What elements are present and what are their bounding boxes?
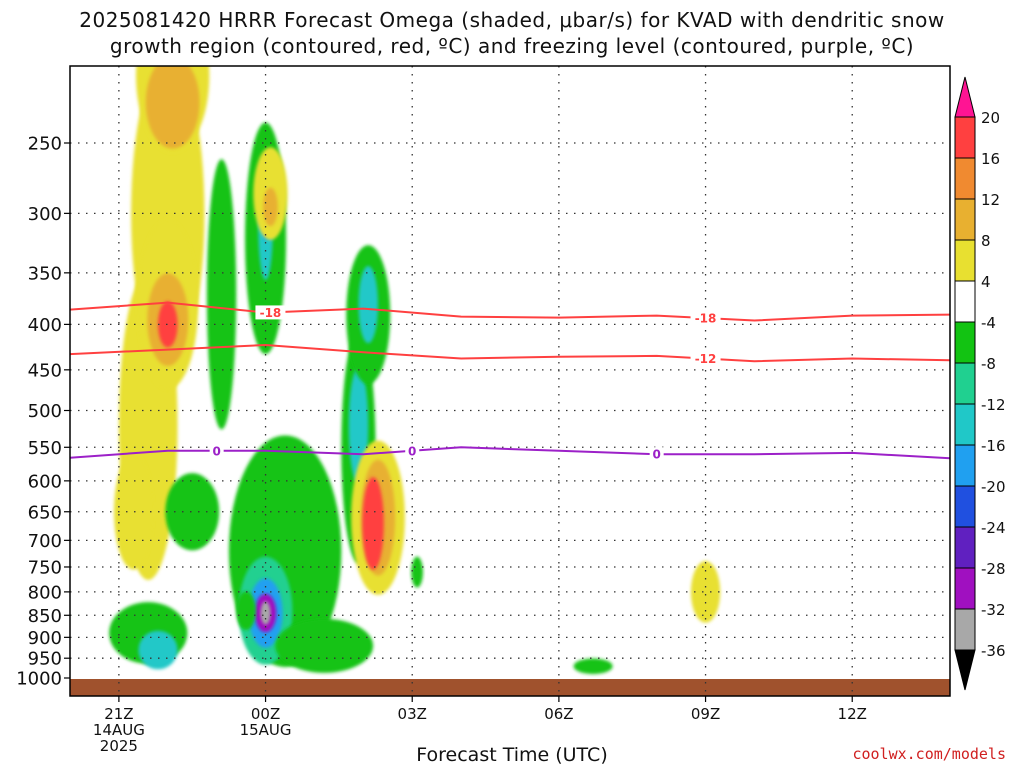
x-tick-label: 00Z — [251, 705, 280, 723]
colorbar-band-1 — [954, 157, 976, 200]
y-tick-label: 500 — [28, 401, 62, 422]
colorbar-band-11 — [954, 567, 976, 610]
chart-title-line-1: 2025081420 HRRR Forecast Omega (shaded, … — [79, 8, 945, 32]
colorbar-band-3 — [954, 239, 976, 282]
colorbar-band-4 — [954, 280, 976, 323]
terrain-strip — [70, 679, 950, 696]
contour-label: 0 — [652, 448, 660, 462]
colorbar-band-9 — [954, 485, 976, 528]
x-axis-label: Forecast Time (UTC) — [416, 744, 608, 766]
omega-blob-32 — [573, 658, 613, 674]
y-tick-label: 1000 — [16, 669, 62, 690]
y-tick-label: 900 — [28, 628, 62, 649]
y-tick-label: 850 — [28, 606, 62, 627]
y-tick-label: 450 — [28, 360, 62, 381]
colorbar-label: -12 — [981, 396, 1006, 414]
y-tick-label: 550 — [28, 438, 62, 459]
colorbar-band-12 — [954, 608, 976, 651]
x-tick-year: 2025 — [100, 737, 138, 755]
contour-label-bg — [209, 443, 224, 458]
omega-blob-18 — [138, 630, 178, 670]
contour-label-bg — [649, 447, 664, 462]
omega-blob-16 — [260, 601, 271, 625]
y-tick-label: 600 — [28, 471, 62, 492]
colorbar-label: 20 — [981, 109, 1000, 127]
chart-title-line-2: growth region (contoured, red, ºC) and f… — [109, 34, 915, 58]
colorbar-label: -8 — [981, 355, 996, 373]
watermark: coolwx.com/models — [852, 745, 1006, 763]
colorbar-label: -20 — [981, 478, 1006, 496]
colorbar-label: 4 — [981, 273, 991, 291]
x-tick-date: 15AUG — [240, 721, 292, 739]
colorbar-label: 8 — [981, 232, 991, 250]
x-tick-date: 14AUG — [93, 721, 145, 739]
omega-blob-31 — [690, 561, 721, 623]
plot-frame — [69, 65, 951, 697]
x-tick-label: 21Z — [104, 705, 133, 723]
colorbar-label: -28 — [981, 560, 1006, 578]
omega-blob-4 — [114, 453, 154, 570]
colorbar-band-6 — [954, 362, 976, 405]
contour-label: -18 — [260, 306, 282, 320]
y-tick-label: 650 — [28, 502, 62, 523]
colorbar-label: -32 — [981, 601, 1006, 619]
omega-blob-8 — [206, 159, 237, 430]
y-tick-label: 300 — [28, 204, 62, 225]
omega-blob-29 — [263, 187, 278, 227]
x-tick-label: 03Z — [398, 705, 427, 723]
colorbar-label: -4 — [981, 314, 996, 332]
omega-blob-7 — [158, 301, 178, 348]
y-tick-label: 800 — [28, 582, 62, 603]
contour-label: 0 — [212, 444, 220, 458]
contour-label: -12 — [695, 352, 717, 366]
colorbar-band-10 — [954, 526, 976, 569]
y-tick-label: 700 — [28, 531, 62, 552]
colorbar-band-5 — [954, 321, 976, 364]
omega-blob-2 — [145, 66, 200, 149]
omega-blob-19 — [275, 618, 374, 673]
omega-blob-24 — [358, 265, 378, 344]
omega-blob-30 — [236, 591, 256, 631]
omega-blob-27 — [362, 477, 384, 570]
contour-label-bg — [255, 305, 286, 320]
colorbar-band-8 — [954, 444, 976, 487]
colorbar-label: -36 — [981, 642, 1006, 660]
x-tick-label: 09Z — [691, 705, 720, 723]
contour-label: 0 — [408, 444, 416, 458]
x-tick-label: 12Z — [838, 705, 867, 723]
omega-blob-33 — [411, 556, 423, 588]
colorbar-label: 16 — [981, 150, 1000, 168]
y-tick-label: 350 — [28, 263, 62, 284]
colorbar-band-0 — [954, 116, 976, 159]
contour-1 — [70, 343, 950, 363]
y-tick-label: 250 — [28, 134, 62, 155]
y-tick-label: 950 — [28, 649, 62, 670]
y-tick-label: 400 — [28, 315, 62, 336]
contour-label-bg — [405, 443, 420, 458]
colorbar-bottom-arrow — [954, 649, 976, 691]
contour-label: -18 — [695, 312, 717, 326]
colorbar-label: -16 — [981, 437, 1006, 455]
x-tick-label: 06Z — [544, 705, 573, 723]
contour-label-bg — [690, 351, 721, 366]
colorbar-band-7 — [954, 403, 976, 446]
contour-label-bg — [690, 311, 721, 326]
colorbar-label: -24 — [981, 519, 1006, 537]
y-tick-label: 750 — [28, 557, 62, 578]
colorbar-top-arrow — [954, 76, 976, 118]
contour-0 — [70, 301, 950, 322]
omega-blob-20 — [165, 473, 220, 551]
colorbar-label: 12 — [981, 191, 1000, 209]
colorbar-band-2 — [954, 198, 976, 241]
